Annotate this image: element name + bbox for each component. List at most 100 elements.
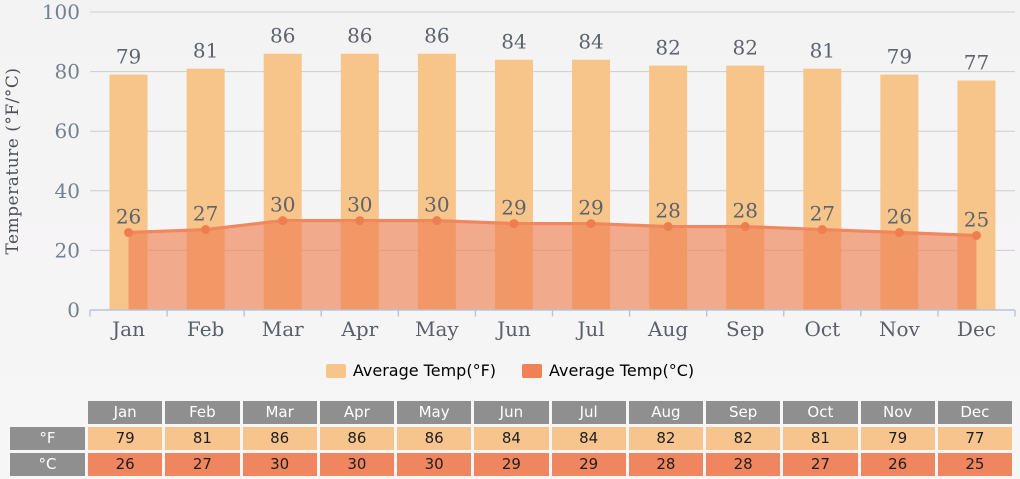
temp-c-point[interactable]: [278, 216, 288, 226]
table-value-cell: 30: [397, 453, 472, 476]
x-axis-month-label: Apr: [340, 317, 378, 341]
legend-item-avg-temp-c[interactable]: Average Temp(°C): [522, 361, 694, 380]
temp-c-point[interactable]: [894, 228, 904, 238]
table-value-cell: 81: [783, 427, 858, 450]
bar-value-label: 82: [655, 36, 680, 60]
temp-c-point[interactable]: [432, 216, 442, 226]
legend-item-avg-temp-f[interactable]: Average Temp(°F): [325, 361, 497, 380]
table-row-label: °F: [10, 427, 85, 450]
table-value-cell: 29: [474, 453, 549, 476]
temp-c-point[interactable]: [663, 222, 673, 232]
table-month-header: Oct: [783, 401, 858, 424]
bar-value-label: 86: [424, 24, 449, 48]
temp-c-point[interactable]: [124, 228, 134, 238]
x-axis-month-label: Jun: [495, 317, 531, 341]
table-month-header: Apr: [319, 401, 394, 424]
x-axis-month-label: Dec: [957, 317, 996, 341]
x-axis-month-label: Sep: [726, 317, 764, 341]
line-value-label: 27: [193, 202, 218, 226]
y-axis-tick-label: 40: [55, 179, 80, 203]
bar-value-label: 81: [810, 39, 835, 63]
y-axis-tick-label: 0: [67, 298, 80, 322]
x-axis-month-label: Mar: [262, 317, 304, 341]
bar-value-label: 79: [887, 45, 912, 69]
temp-c-point[interactable]: [740, 222, 750, 232]
temperature-chart: 0 20 40 60 80 100 Temperature (°F/°C) 79 81 86 86 8…: [3, 0, 1016, 341]
table-value-cell: 26: [860, 453, 935, 476]
table-value-cell: 79: [860, 427, 935, 450]
line-value-label: 26: [887, 205, 912, 229]
bar-value-label: 86: [347, 24, 372, 48]
line-value-label: 26: [116, 205, 141, 229]
line-value-label: 29: [578, 196, 603, 220]
bar-value-label: 77: [964, 51, 989, 75]
table-value-cell: 86: [319, 427, 394, 450]
table-value-cell: 28: [628, 453, 703, 476]
table-value-cell: 86: [242, 427, 317, 450]
x-axis-month-label: Aug: [647, 317, 688, 341]
table-value-cell: 30: [242, 453, 317, 476]
table-value-cell: 27: [783, 453, 858, 476]
line-value-label: 25: [964, 208, 989, 232]
table-row-label: °C: [10, 453, 85, 476]
table-month-header: Nov: [860, 401, 935, 424]
line-value-label: 28: [732, 199, 757, 223]
legend-label-avg-temp-f: Average Temp(°F): [352, 361, 497, 380]
bar-value-label: 84: [501, 30, 526, 54]
table-month-header: Feb: [165, 401, 240, 424]
y-axis-tick-label: 20: [55, 238, 80, 262]
x-axis-month-label: Feb: [187, 317, 224, 341]
x-axis-month-label: Nov: [879, 317, 921, 341]
y-axis-tick-label: 100: [42, 0, 80, 24]
temp-c-area: [128, 220, 977, 310]
temp-c-point[interactable]: [355, 216, 365, 226]
x-axis-month-label: Oct: [804, 317, 840, 341]
y-axis-tick-label: 80: [55, 60, 80, 84]
legend-label-avg-temp-c: Average Temp(°C): [549, 361, 695, 380]
line-value-label: 27: [810, 202, 835, 226]
y-axis-title: Temperature (°F/°C): [3, 67, 23, 254]
table-month-header: May: [397, 401, 472, 424]
temp-c-point[interactable]: [509, 219, 519, 229]
temp-c-line: [126, 219, 979, 238]
table-value-cell: 28: [706, 453, 781, 476]
chart-legend: Average Temp(°F) Average Temp(°C): [0, 361, 1020, 380]
bar-value-label: 84: [578, 30, 603, 54]
table-month-header: Mar: [242, 401, 317, 424]
table-value-cell: 84: [474, 427, 549, 450]
line-value-label: 30: [424, 193, 449, 217]
table-month-header: Jul: [551, 401, 626, 424]
line-value-label: 28: [655, 199, 680, 223]
table-value-cell: 30: [319, 453, 394, 476]
temp-c-point[interactable]: [201, 225, 211, 235]
table-value-cell: 81: [165, 427, 240, 450]
table-value-cell: 77: [937, 427, 1012, 450]
bar-value-label: 81: [193, 39, 218, 63]
table-month-header: Aug: [628, 401, 703, 424]
table-value-cell: 86: [397, 427, 472, 450]
temp-c-point[interactable]: [971, 231, 981, 240]
y-axis-tick-label: 60: [55, 119, 80, 143]
table-value-cell: 82: [628, 427, 703, 450]
x-axis-month-label: May: [415, 317, 459, 341]
bar-value-label: 79: [116, 45, 141, 69]
table-month-header: Sep: [706, 401, 781, 424]
table-corner-cell: [10, 401, 85, 424]
table-month-header: Jan: [88, 401, 163, 424]
table-month-header: Dec: [937, 401, 1012, 424]
x-axis-month-label: Jul: [575, 317, 604, 341]
temp-c-point[interactable]: [817, 225, 827, 235]
table-value-cell: 27: [165, 453, 240, 476]
table-value-cell: 26: [88, 453, 163, 476]
table-value-cell: 84: [551, 427, 626, 450]
temperature-table: Jan Feb Mar Apr May Jun Jul Aug Sep Oct Nov Dec °F 79…: [10, 401, 1012, 476]
temp-c-point[interactable]: [586, 219, 596, 229]
table-value-cell: 82: [706, 427, 781, 450]
line-value-label: 30: [347, 193, 372, 217]
bar-value-label: 86: [270, 24, 295, 48]
table-value-cell: 79: [88, 427, 163, 450]
table-month-header: Jun: [474, 401, 549, 424]
table-value-cell: 29: [551, 453, 626, 476]
table-value-cell: 25: [937, 453, 1012, 476]
